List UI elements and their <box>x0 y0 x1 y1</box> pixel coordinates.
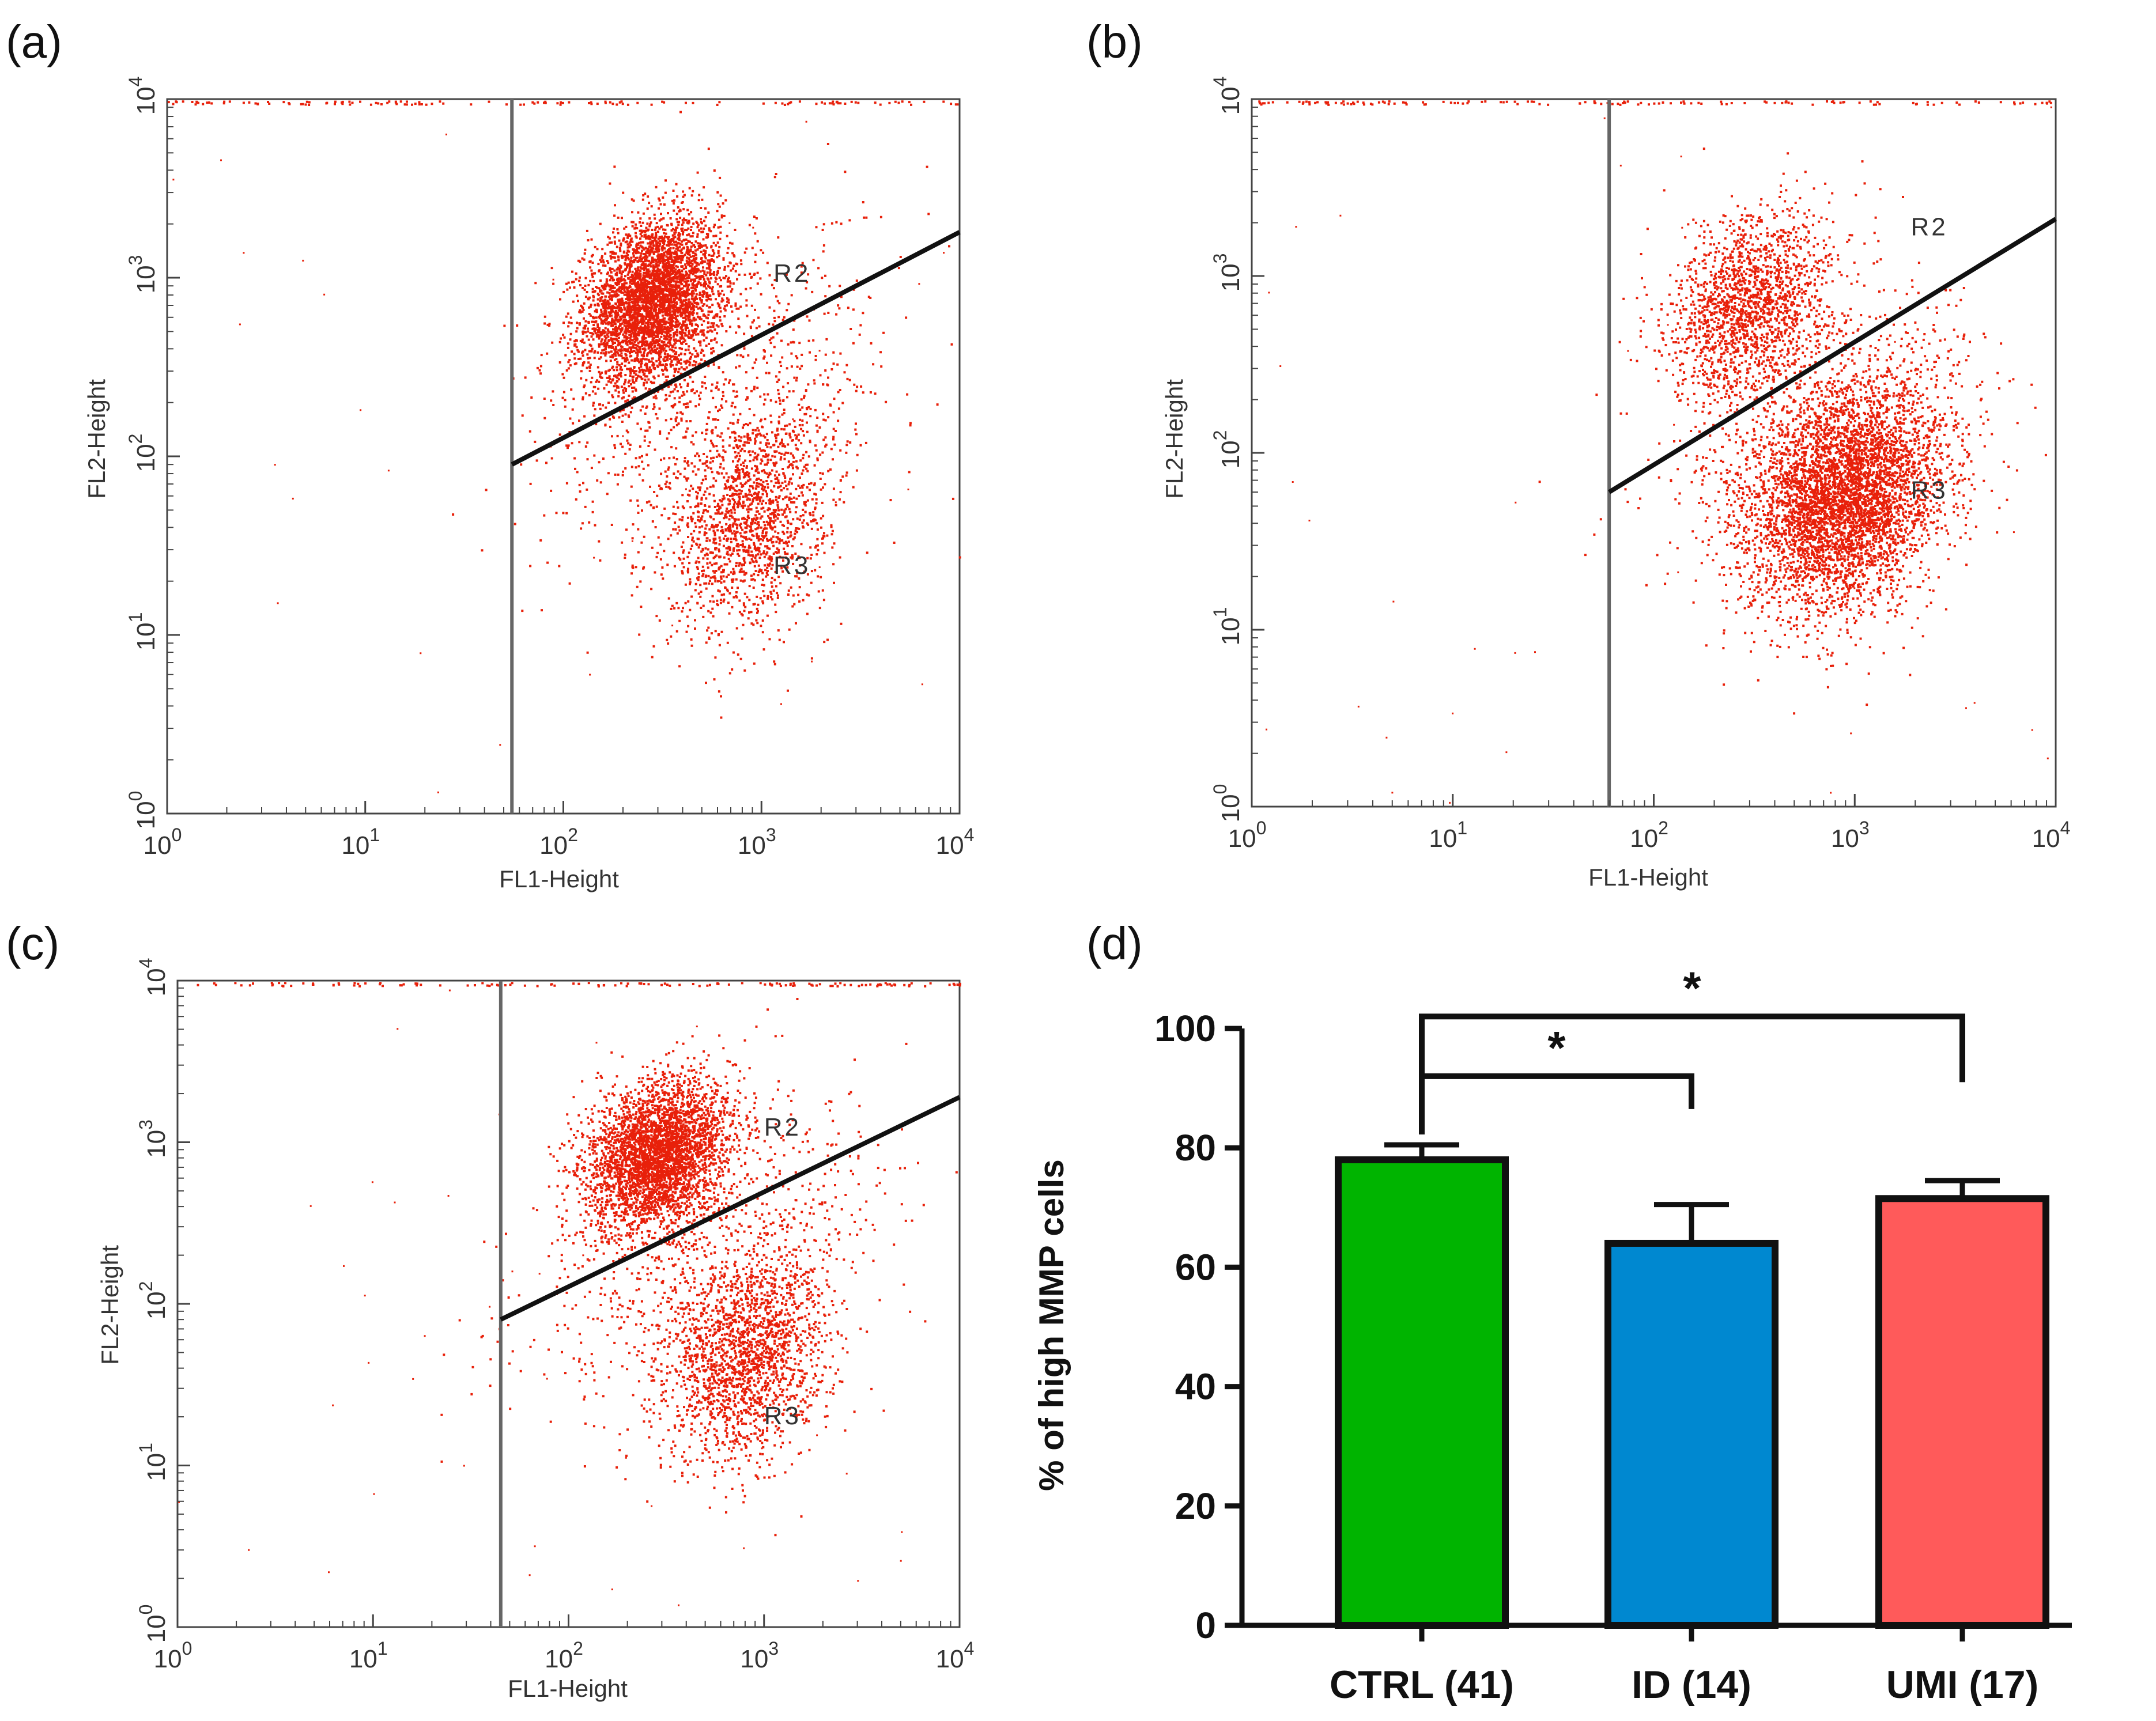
y-tick-label: 100 <box>1154 1008 1216 1049</box>
x-tick-label: 101 <box>1429 818 1467 853</box>
x-tick-label: 100 <box>154 1638 192 1673</box>
x-tick-label: 100 <box>1228 818 1267 853</box>
scatter-points-a <box>167 100 961 793</box>
plot-frame-a <box>166 98 961 815</box>
y-tick-label: 104 <box>1210 77 1245 115</box>
y-tick-label: 103 <box>125 255 160 294</box>
x-tick-label: 102 <box>539 824 578 860</box>
y-tick-label: 101 <box>125 612 160 651</box>
y-tick-label: 102 <box>1210 430 1245 469</box>
y-tick-label: 100 <box>125 791 160 830</box>
x-axis-label-a: FL1-Height <box>499 865 619 892</box>
y-tick-label: 102 <box>135 1281 171 1320</box>
scatter-point-cloud <box>167 100 961 793</box>
x-tick-label: 102 <box>1630 818 1668 853</box>
y-axis-label-c: FL2-Height <box>96 1245 123 1365</box>
x-tick-label: 101 <box>349 1638 388 1673</box>
flow-plot-c: (c) R2 R3 100 101 102 103 104 10010110210310… <box>6 918 974 1702</box>
significance-bracket <box>1419 1013 1965 1135</box>
bar <box>1875 1195 2049 1629</box>
region-label-r3: R3 <box>773 551 810 580</box>
y-tick-label: 20 <box>1175 1485 1216 1527</box>
region-label-r2: R2 <box>764 1113 801 1141</box>
region-label-r2: R2 <box>773 259 810 288</box>
flow-plot-b: (b) R2 R3 100 101 102 103 104 10010110210310… <box>1086 16 2070 891</box>
y-axis-label-a: FL2-Height <box>83 379 110 499</box>
x-tick-label: 101 <box>341 824 380 860</box>
x-tick-label: 103 <box>738 824 776 860</box>
error-bars-d <box>1384 1142 2000 1243</box>
y-axis-ticks-d: 0 20 40 60 80 100 <box>1154 1008 1242 1646</box>
y-axis-ticks-a: 100 101 102 103 104 <box>125 77 180 830</box>
x-tick-label: 102 <box>545 1638 583 1673</box>
x-tick-label: 103 <box>740 1638 779 1673</box>
y-tick-label: 101 <box>1210 607 1245 646</box>
y-tick-label: 102 <box>125 434 160 472</box>
category-labels-d: CTRL (41) ID (14) UMI (17) <box>1330 1625 2038 1707</box>
gate-diagonal-line-b <box>1608 217 2057 494</box>
significance-star: * <box>1683 962 1701 1013</box>
region-label-r2: R2 <box>1910 213 1947 241</box>
scatter-point-cloud <box>1258 100 2052 804</box>
bars-d <box>1335 1156 2049 1629</box>
gate-diagonal-line-c <box>500 1095 961 1322</box>
y-tick-label: 104 <box>135 958 171 997</box>
x-tick-label: 104 <box>936 1638 975 1673</box>
y-tick-label: 103 <box>135 1119 171 1158</box>
region-label-r3: R3 <box>764 1402 801 1430</box>
y-tick-label: 60 <box>1175 1246 1216 1288</box>
scatter-points-c <box>178 982 961 1606</box>
x-axis-ticks-a: 100 101 102 103 104 <box>144 801 975 860</box>
category-label: ID (14) <box>1632 1663 1751 1707</box>
x-tick-label: 104 <box>2032 818 2071 853</box>
panel-label-b: (b) <box>1086 16 1143 67</box>
y-tick-label: 104 <box>125 77 160 115</box>
x-axis-label-b: FL1-Height <box>1588 864 1708 891</box>
gate-diagonal-line-a <box>511 230 961 467</box>
x-tick-label: 100 <box>144 824 182 860</box>
y-tick-label: 101 <box>135 1443 171 1481</box>
significance-bracket <box>1419 1073 1694 1135</box>
panel-label-d: (d) <box>1086 918 1143 969</box>
scatter-points-b <box>1258 100 2052 804</box>
x-tick-label: 103 <box>1831 818 1870 853</box>
x-axis-ticks-c: 100 101 102 103 104 <box>154 1614 975 1673</box>
y-tick-label: 80 <box>1175 1127 1216 1168</box>
y-tick-label: 103 <box>1210 254 1245 292</box>
panel-label-c: (c) <box>6 918 59 969</box>
significance-star: * <box>1547 1022 1566 1073</box>
panel-label-a: (a) <box>6 16 62 67</box>
y-axis-ticks-c: 100 101 102 103 104 <box>135 958 190 1643</box>
y-tick-label: 100 <box>135 1605 171 1643</box>
bar <box>1335 1156 1509 1629</box>
scatter-point-cloud <box>178 982 961 1606</box>
x-axis-ticks-b: 100 101 102 103 104 <box>1228 794 2071 853</box>
region-label-r3: R3 <box>1910 476 1947 505</box>
y-tick-label: 100 <box>1210 784 1245 823</box>
x-tick-label: 104 <box>936 824 975 860</box>
x-axis-label-c: FL1-Height <box>508 1675 628 1702</box>
y-axis-ticks-b: 100 101 102 103 104 <box>1210 77 1264 823</box>
y-tick-label: 40 <box>1175 1366 1216 1408</box>
y-tick-label: 0 <box>1195 1605 1216 1646</box>
significance-brackets-d: ** <box>1419 962 1965 1135</box>
bar <box>1604 1239 1779 1629</box>
y-axis-label-d: % of high MMP cells <box>1032 1159 1071 1491</box>
category-label: UMI (17) <box>1886 1663 2038 1707</box>
y-axis-label-b: FL2-Height <box>1161 379 1188 499</box>
category-label: CTRL (41) <box>1330 1663 1514 1707</box>
plot-frame-b <box>1251 98 2057 808</box>
flow-plot-a: (a) R2 R3 100 101 102 103 104 10010110210310… <box>6 16 974 892</box>
